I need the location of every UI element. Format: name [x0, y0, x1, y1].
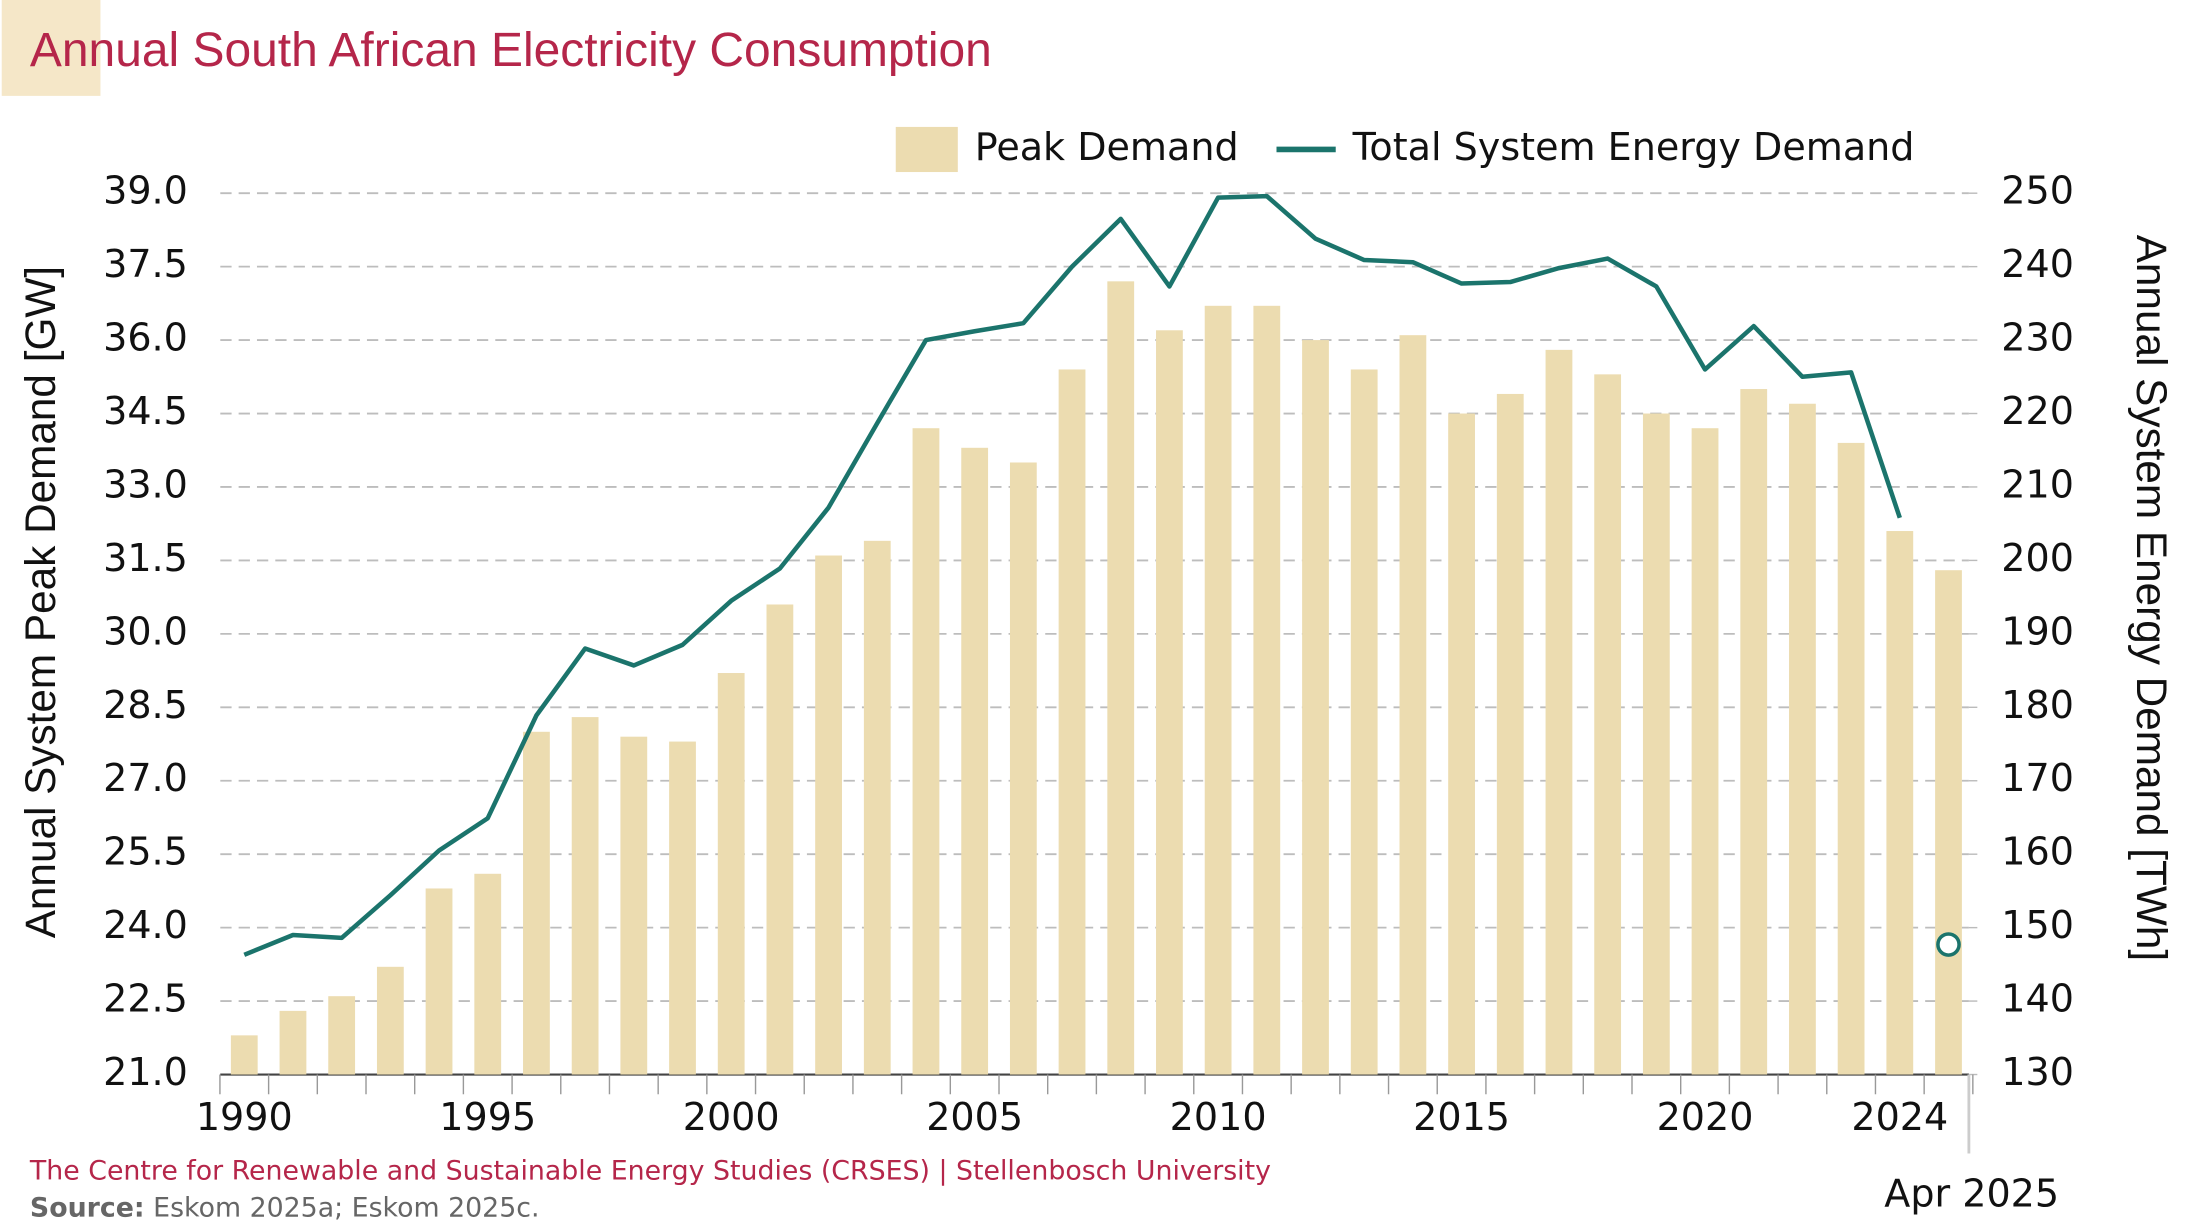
bar	[1886, 531, 1914, 1075]
y2-tick-label: 160	[2001, 830, 2074, 874]
bar	[815, 555, 842, 1075]
y2-tick-label: 190	[2001, 609, 2074, 653]
x-tick-label: 2000	[683, 1095, 780, 1139]
legend-label: Peak Demand	[975, 125, 1239, 169]
bar	[1594, 374, 1622, 1075]
bar	[1545, 349, 1573, 1075]
bar	[1740, 389, 1768, 1075]
y-tick-label: 21.0	[103, 1050, 188, 1094]
bar	[1448, 413, 1475, 1075]
bar	[717, 673, 745, 1075]
bar	[1691, 428, 1719, 1075]
y2-tick-label: 230	[2001, 316, 2074, 360]
bar	[425, 888, 453, 1075]
bar	[1496, 393, 1524, 1075]
bar	[328, 996, 356, 1075]
y-tick-label: 25.5	[103, 830, 188, 874]
y-tick-label: 28.5	[103, 683, 188, 727]
y2-tick-label: 240	[2001, 242, 2074, 286]
y2-tick-label: 170	[2001, 756, 2074, 800]
bar	[863, 540, 891, 1075]
x-tick-label: 2015	[1413, 1095, 1510, 1139]
legend-swatch	[895, 126, 958, 173]
x-tick-label: 1995	[439, 1095, 536, 1139]
chart-title: Annual South African Electricity Consump…	[30, 24, 992, 77]
bar	[230, 1035, 258, 1075]
x-tick-label: 2005	[926, 1095, 1023, 1139]
bar	[620, 736, 648, 1075]
source-label: Source:	[30, 1192, 145, 1223]
bar	[1350, 369, 1378, 1075]
legend-label: Total System Energy Demand	[1352, 125, 1915, 169]
source-text: Eskom 2025a; Eskom 2025c.	[153, 1192, 539, 1223]
source: Source: Eskom 2025a; Eskom 2025c.	[30, 1192, 540, 1223]
point-marker	[1936, 932, 1961, 957]
bar	[1935, 570, 1962, 1075]
y-tick-label: 36.0	[103, 316, 188, 360]
title-accent	[1, 0, 101, 96]
bar	[669, 741, 696, 1075]
y-tick-label: 22.5	[103, 977, 188, 1021]
y2-tick-label: 250	[2001, 169, 2074, 213]
y2-tick-label: 130	[2001, 1050, 2074, 1094]
bar	[912, 428, 940, 1075]
bar	[961, 447, 989, 1075]
credit: The Centre for Renewable and Sustainable…	[29, 1155, 1271, 1186]
bar	[1204, 305, 1232, 1075]
y2-tick-label: 210	[2001, 462, 2074, 506]
bar	[474, 873, 502, 1075]
bar	[1107, 281, 1135, 1075]
x-tick-label: 2024	[1851, 1095, 1948, 1139]
y-axis-label: Annual System Peak Demand [GW]	[17, 266, 64, 938]
bar	[279, 1010, 307, 1075]
y2-tick-label: 180	[2001, 683, 2074, 727]
bar	[1009, 462, 1037, 1075]
y-tick-label: 33.0	[103, 462, 188, 506]
bar	[1302, 340, 1329, 1075]
y-tick-label: 24.0	[103, 903, 188, 947]
bar	[523, 731, 550, 1075]
y-tick-label: 34.5	[103, 389, 188, 433]
y2-tick-label: 200	[2001, 536, 2074, 580]
bar	[1642, 413, 1670, 1075]
bar	[571, 717, 599, 1075]
bar	[1058, 369, 1086, 1075]
y2-axis-label: Annual System Energy Demand [TWh]	[2128, 235, 2175, 961]
bar	[1837, 442, 1865, 1075]
bar	[376, 966, 404, 1075]
x-tick-label: 2010	[1170, 1095, 1267, 1139]
y-tick-label: 31.5	[103, 536, 188, 580]
bar	[1253, 305, 1281, 1075]
y-tick-label: 27.0	[103, 756, 188, 800]
x-tick-label: 2020	[1657, 1095, 1754, 1139]
y2-tick-label: 220	[2001, 389, 2074, 433]
y2-tick-label: 140	[2001, 977, 2074, 1021]
line	[243, 193, 1902, 957]
bar	[1399, 335, 1427, 1075]
y2-tick-label: 150	[2001, 903, 2074, 947]
y-tick-label: 39.0	[103, 169, 188, 213]
bar	[766, 604, 794, 1075]
bar	[1156, 330, 1183, 1075]
y-tick-label: 30.0	[103, 609, 188, 653]
bar	[1789, 403, 1816, 1075]
x-tick-label: 1990	[196, 1095, 293, 1139]
y-tick-label: 37.5	[103, 242, 188, 286]
x-tick-label: Apr 2025	[1884, 1171, 2059, 1215]
